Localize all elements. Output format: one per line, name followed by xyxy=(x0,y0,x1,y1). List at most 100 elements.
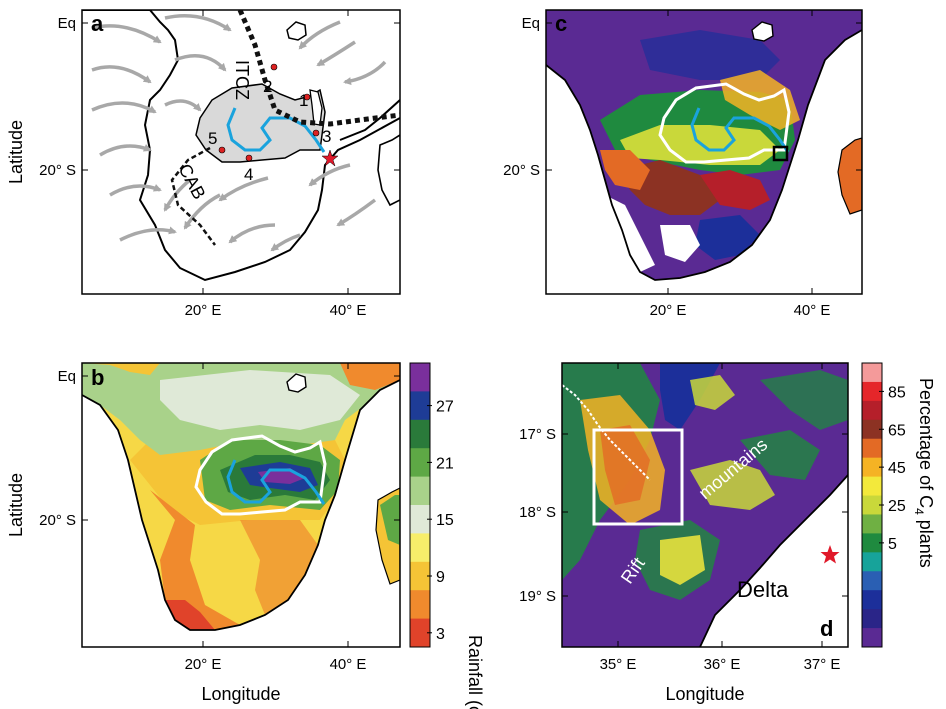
site-3-dot xyxy=(312,129,320,137)
panel-a-letter: a xyxy=(91,11,104,36)
c4-colorbar-swatch xyxy=(862,552,882,572)
c4-colorbar-tick-label: 45 xyxy=(888,460,906,477)
panel-c-ytick-20s: 20° S xyxy=(503,162,540,179)
rainfall-colorbar-swatch xyxy=(410,618,430,648)
c4-colorbar-swatch xyxy=(862,628,882,648)
rain-zone-6 xyxy=(160,370,360,430)
panel-c-xtick-40e: 40° E xyxy=(794,302,831,319)
site-3-label: 3 xyxy=(322,127,331,146)
rain-zone-12 xyxy=(340,363,400,390)
wind-arrows-a xyxy=(91,14,387,252)
basin-outline-b xyxy=(194,434,327,516)
zambezi-river-b xyxy=(226,459,326,505)
site-4-label: 4 xyxy=(244,165,253,184)
panel-c-ytick-eq: Eq xyxy=(522,15,540,32)
zambezi-river-c xyxy=(690,107,790,153)
c4-zone-d10 xyxy=(690,375,735,410)
star-marker-d xyxy=(820,545,840,564)
panel-d-ytick-19s: 19° S xyxy=(519,588,556,605)
c4-colorbar-swatch xyxy=(862,609,882,629)
c4-colorbar-swatch xyxy=(862,476,882,497)
panel-d-xtick-36e: 36° E xyxy=(704,656,741,673)
panel-b-ticks xyxy=(82,363,400,647)
c4-colorbar-swatch xyxy=(862,533,882,553)
zambezi-river-a xyxy=(226,107,326,153)
site-1-label: 1 xyxy=(299,91,308,110)
c4-zone-4 xyxy=(600,150,650,190)
rainfall-colorbar-swatch xyxy=(410,533,430,563)
rainfall-colorbar-swatch xyxy=(410,561,430,591)
c4-zone-10 xyxy=(660,225,700,262)
panel-b-xtick-40e: 40° E xyxy=(330,656,367,673)
rainfall-colorbar-swatch xyxy=(410,363,430,392)
panel-a-ytick-eq: Eq xyxy=(58,15,76,32)
rain-zone-2 xyxy=(150,490,240,630)
coastline-b xyxy=(82,379,400,631)
rain-zone-4 xyxy=(240,520,318,615)
rainfall-colorbar: 27 21 15 9 3 xyxy=(409,362,454,648)
rain-zone-11 xyxy=(82,363,160,375)
c4-zone-d9 xyxy=(760,370,848,430)
c4-zone-8 xyxy=(695,215,760,260)
itcz-line xyxy=(237,10,400,127)
zambezi-basin-a xyxy=(195,83,326,163)
panel-c-xtick-20e: 20° E xyxy=(650,302,687,319)
c4-colorbar-swatch xyxy=(862,363,882,383)
site-5-label: 5 xyxy=(208,129,217,148)
latitude-label-top: Latitude xyxy=(6,120,26,184)
rainfall-colorbar-tick-label: 3 xyxy=(436,626,445,643)
coastline-c xyxy=(546,29,862,281)
c4-colorbar-swatch xyxy=(862,514,882,534)
c4-colorbar-swatch xyxy=(862,495,882,515)
panel-b-xtick-20e: 20° E xyxy=(185,656,222,673)
c4-colorbar-swatch xyxy=(862,381,882,402)
c4-colorbar: 85 65 45 25 5 xyxy=(861,362,906,648)
panel-b-ytick-20s: 20° S xyxy=(39,512,76,529)
c4-colorbar-swatch xyxy=(862,438,882,459)
ocean-b xyxy=(82,380,400,647)
panel-a: ITCZ CAB 1 2 3 4 5 a Eq 20° S 20° E 40° … xyxy=(39,9,401,319)
rainfall-colorbar-swatch xyxy=(410,505,430,534)
c4-zone-d5 xyxy=(690,460,775,510)
lake-victoria-b xyxy=(286,373,307,393)
longitude-label-right: Longitude xyxy=(665,684,744,704)
panel-d: Rift mountains Delta d 17° S 18° S 19° S… xyxy=(519,362,936,673)
c4-zone-9 xyxy=(605,195,655,272)
panel-d-ytick-18s: 18° S xyxy=(519,504,556,521)
c4-zone-d6 xyxy=(740,430,820,480)
site-5-dot xyxy=(218,146,226,154)
c4-colorbar-swatch xyxy=(862,419,882,440)
longitude-label-left: Longitude xyxy=(201,684,280,704)
lake-victoria-a xyxy=(286,21,307,41)
c4-colorbar-swatch xyxy=(862,457,882,478)
rainfall-colorbar-swatch xyxy=(410,391,430,421)
rainfall-colorbar-frame xyxy=(409,362,431,648)
river-d xyxy=(562,384,651,481)
panel-a-ytick-20s: 20° S xyxy=(39,162,76,179)
madagascar-c xyxy=(837,137,862,215)
site-2-dot xyxy=(270,63,278,71)
panel-a-ticks xyxy=(82,10,400,294)
rainfall-colorbar-tick-label: 9 xyxy=(436,569,445,586)
rainfall-title: Rainfall (cm month−1) xyxy=(465,635,487,709)
latitude-label-bottom: Latitude xyxy=(6,473,26,537)
cab-line xyxy=(170,146,216,246)
ocean-c xyxy=(546,30,862,294)
c4-colorbar-tick-label: 25 xyxy=(888,498,906,515)
panel-d-ytick-17s: 17° S xyxy=(519,426,556,443)
panel-d-xtick-37e: 37° E xyxy=(804,656,841,673)
panel-c-ticks xyxy=(546,10,862,294)
star-marker-a xyxy=(321,149,339,167)
lake-victoria-c xyxy=(751,21,774,42)
rainfall-colorbar-tick-label: 21 xyxy=(436,455,454,472)
site-1-dot xyxy=(303,93,311,101)
rainfall-colorbar-swatch xyxy=(410,590,430,620)
panel-a-xtick-40e: 40° E xyxy=(330,302,367,319)
c4-zone-d3 xyxy=(600,425,650,505)
basin-outline-c xyxy=(658,82,791,164)
c4-zone-5 xyxy=(700,170,770,210)
panel-d-letter: d xyxy=(820,616,833,641)
ocean-d xyxy=(700,475,848,647)
c4-zone-6 xyxy=(640,30,780,80)
